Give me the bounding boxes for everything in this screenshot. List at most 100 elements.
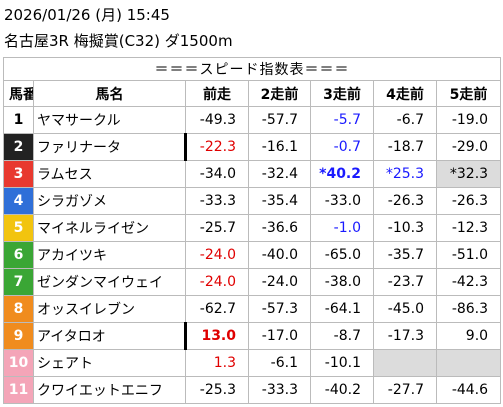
speed-index-table: ＝＝＝スピード指数表＝＝＝ 馬番馬名前走2走前3走前4走前5走前1ヤマサークル-… (2, 57, 502, 404)
horse-number: 11 (3, 376, 34, 404)
speed-index: -64.1 (310, 295, 374, 323)
speed-index: -40.0 (248, 241, 311, 269)
speed-index: -17.0 (248, 322, 311, 350)
horse-row: 9 アイタロオ 13.0 -17.0 -8.7 -17.3 9.0 (3, 322, 502, 350)
horse-number: 4 (3, 187, 34, 215)
header-row: 馬番馬名前走2走前3走前4走前5走前 (3, 80, 502, 107)
speed-index: -62.7 (185, 295, 249, 323)
speed-index: -38.0 (310, 268, 374, 296)
horse-number: 9 (3, 322, 34, 350)
speed-index: -19.0 (435, 106, 502, 134)
speed-index: -24.0 (185, 241, 249, 269)
speed-index: *25.3 (373, 160, 437, 188)
horse-name: ゼンダンマイウェイ (33, 268, 186, 296)
horse-row: 8 オッスイレブン -62.7 -57.3 -64.1 -45.0 -86.3 (3, 295, 502, 323)
column-header: 5走前 (435, 80, 502, 107)
column-header: 馬名 (33, 80, 186, 107)
speed-index: -86.3 (435, 295, 502, 323)
column-header: 馬番 (3, 80, 34, 107)
speed-index: -44.6 (435, 376, 502, 404)
speed-index: -6.1 (248, 349, 311, 377)
speed-index: -27.7 (373, 376, 437, 404)
speed-index: -35.7 (373, 241, 437, 269)
speed-index: *32.3 (435, 160, 502, 188)
speed-index: -12.3 (435, 214, 502, 242)
horse-number: 10 (3, 349, 34, 377)
horse-row: 1 ヤマサークル -49.3 -57.7 -5.7 -6.7 -19.0 (3, 106, 502, 134)
speed-index: 9.0 (435, 322, 502, 350)
table-title: ＝＝＝スピード指数表＝＝＝ (2, 57, 502, 81)
speed-index: -65.0 (310, 241, 374, 269)
speed-index: -26.3 (373, 187, 437, 215)
speed-index: -29.0 (435, 133, 502, 161)
horse-row: 11 クワイエットエニフ -25.3 -33.3 -40.2 -27.7 -44.6 (3, 376, 502, 404)
race-datetime: 2026/01/26 (月) 15:45 (4, 6, 170, 24)
horse-name: アイタロオ (33, 322, 186, 350)
horse-name: シラガゾメ (33, 187, 186, 215)
speed-index (435, 349, 502, 377)
speed-index: -32.4 (248, 160, 311, 188)
horse-name: ヤマサークル (33, 106, 186, 134)
speed-index: -23.7 (373, 268, 437, 296)
speed-index: 13.0 (184, 322, 249, 350)
speed-index: -35.4 (248, 187, 311, 215)
speed-index: -6.7 (373, 106, 437, 134)
speed-index: 1.3 (185, 349, 249, 377)
speed-index: -26.3 (435, 187, 502, 215)
horse-name: ラムセス (33, 160, 186, 188)
horse-row: 10 シェアト 1.3 -6.1 -10.1 (3, 349, 502, 377)
speed-index: -24.0 (248, 268, 311, 296)
speed-index: -8.7 (310, 322, 374, 350)
speed-index: -0.7 (310, 133, 374, 161)
speed-index: -49.3 (185, 106, 249, 134)
horse-name: クワイエットエニフ (33, 376, 186, 404)
horse-number: 8 (3, 295, 34, 323)
speed-index: -36.6 (248, 214, 311, 242)
horse-name: マイネルライゼン (33, 214, 186, 242)
speed-index: -25.3 (185, 376, 249, 404)
column-header: 4走前 (373, 80, 437, 107)
title-row: ＝＝＝スピード指数表＝＝＝ (2, 57, 502, 81)
speed-index: *40.2 (310, 160, 374, 188)
horse-name: オッスイレブン (33, 295, 186, 323)
speed-index: -57.3 (248, 295, 311, 323)
column-header: 3走前 (310, 80, 374, 107)
speed-index: -18.7 (373, 133, 437, 161)
horse-number: 5 (3, 214, 34, 242)
speed-index: -10.3 (373, 214, 437, 242)
race-info: 名古屋3R 梅擬賞(C32) ダ1500m (4, 32, 233, 50)
speed-index: -10.1 (310, 349, 374, 377)
speed-index: -17.3 (373, 322, 437, 350)
speed-index: -51.0 (435, 241, 502, 269)
speed-index: -40.2 (310, 376, 374, 404)
column-header: 前走 (185, 80, 249, 107)
horse-row: 5 マイネルライゼン -25.7 -36.6 -1.0 -10.3 -12.3 (3, 214, 502, 242)
horse-number: 7 (3, 268, 34, 296)
horse-row: 2 ファリナータ -22.3 -16.1 -0.7 -18.7 -29.0 (3, 133, 502, 161)
speed-index (373, 349, 437, 377)
speed-index: -1.0 (310, 214, 374, 242)
speed-index: -5.7 (310, 106, 374, 134)
horse-row: 4 シラガゾメ -33.3 -35.4 -33.0 -26.3 -26.3 (3, 187, 502, 215)
speed-index: -57.7 (248, 106, 311, 134)
speed-index: -33.3 (248, 376, 311, 404)
horse-name: アカイツキ (33, 241, 186, 269)
speed-index: -22.3 (184, 133, 249, 161)
column-header: 2走前 (248, 80, 311, 107)
horse-row: 6 アカイツキ -24.0 -40.0 -65.0 -35.7 -51.0 (3, 241, 502, 269)
horse-row: 7 ゼンダンマイウェイ -24.0 -24.0 -38.0 -23.7 -42.3 (3, 268, 502, 296)
horse-row: 3 ラムセス -34.0 -32.4 *40.2 *25.3 *32.3 (3, 160, 502, 188)
speed-index: -33.3 (185, 187, 249, 215)
horse-name: ファリナータ (33, 133, 186, 161)
speed-index: -16.1 (248, 133, 311, 161)
speed-index: -24.0 (185, 268, 249, 296)
speed-index: -42.3 (435, 268, 502, 296)
horse-number: 1 (3, 106, 34, 134)
horse-number: 2 (3, 133, 34, 161)
horse-number: 6 (3, 241, 34, 269)
horse-name: シェアト (33, 349, 186, 377)
speed-index: -34.0 (185, 160, 249, 188)
horse-number: 3 (3, 160, 34, 188)
table-body: ＝＝＝スピード指数表＝＝＝ 馬番馬名前走2走前3走前4走前5走前1ヤマサークル-… (2, 57, 502, 404)
